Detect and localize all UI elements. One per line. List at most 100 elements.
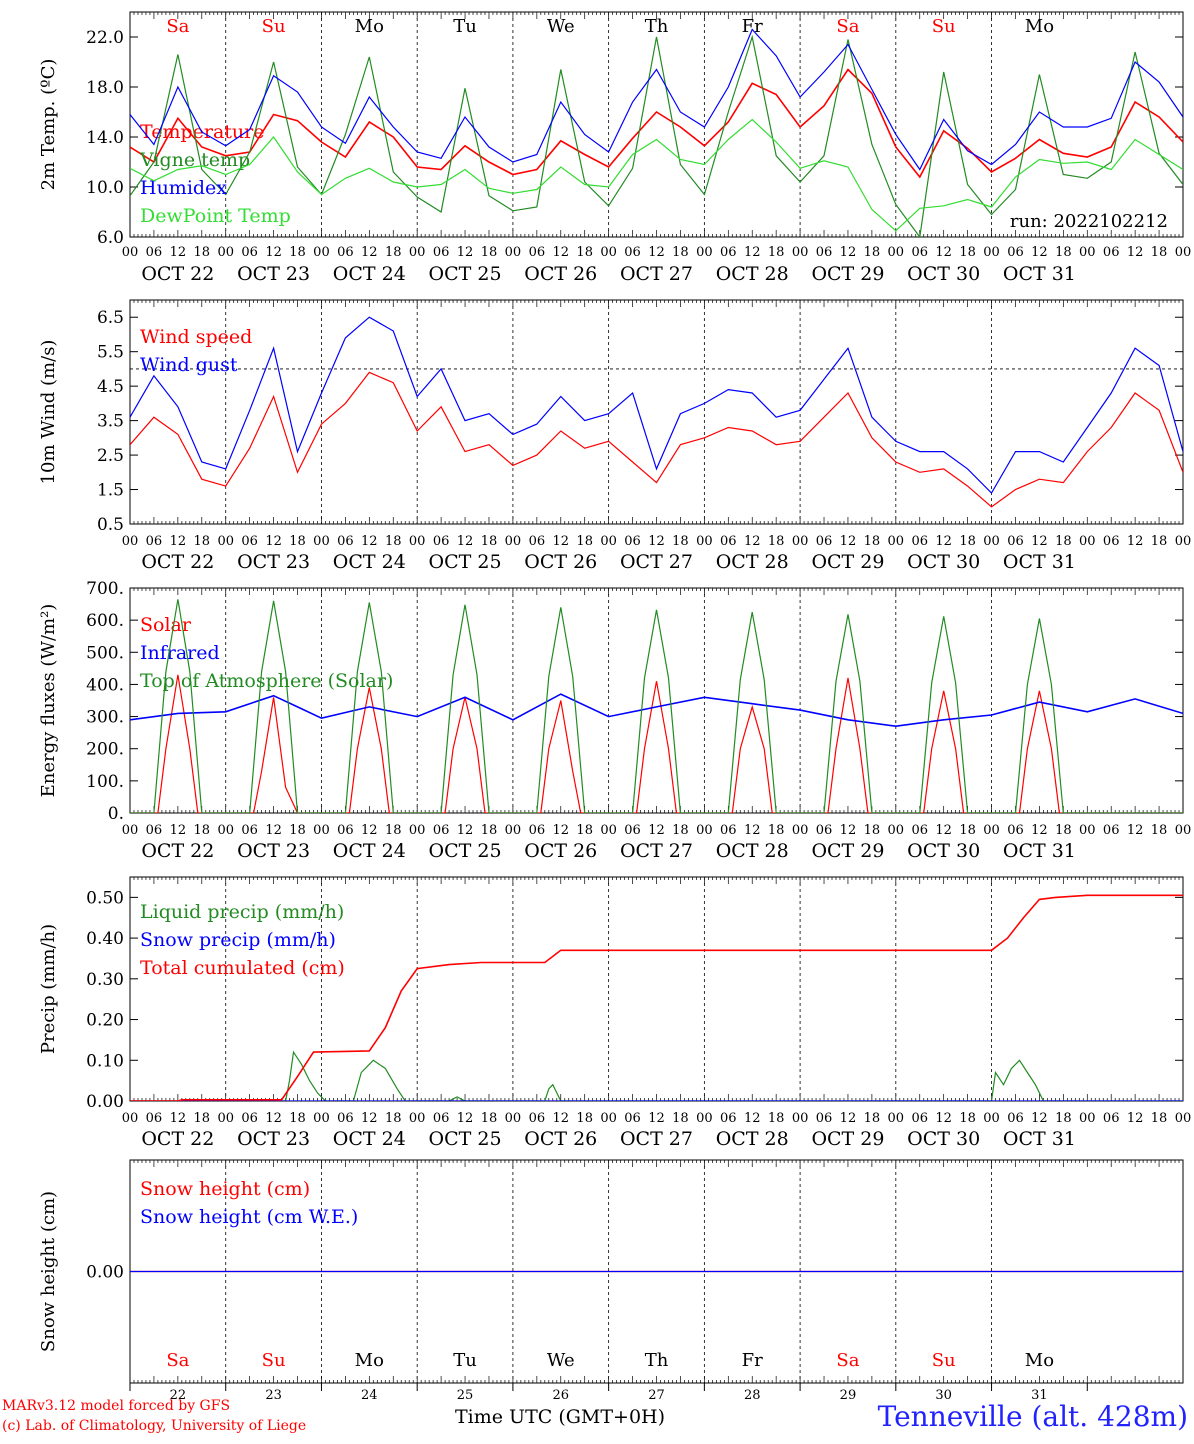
hour-tick-label: 06 bbox=[433, 1111, 450, 1126]
date-label: OCT 24 bbox=[333, 263, 406, 285]
date-label: OCT 25 bbox=[429, 551, 502, 573]
weekday-label: We bbox=[547, 16, 575, 37]
legend-entry: DewPoint Temp bbox=[140, 205, 291, 227]
hour-tick-label: 18 bbox=[864, 1111, 881, 1126]
date-label: OCT 30 bbox=[907, 551, 980, 573]
legend-entry: Snow height (cm W.E.) bbox=[140, 1206, 358, 1228]
hour-tick-label: 00 bbox=[1175, 823, 1192, 838]
hour-tick-label: 12 bbox=[265, 245, 282, 260]
model-credit: MARv3.12 model forced by GFS bbox=[2, 1398, 231, 1414]
hour-tick-label: 12 bbox=[1127, 534, 1144, 549]
y-tick-label: 500. bbox=[86, 643, 124, 663]
hour-tick-label: 00 bbox=[792, 1111, 809, 1126]
hour-tick-label: 18 bbox=[864, 823, 881, 838]
y-tick-label: 2.5 bbox=[97, 446, 124, 466]
hour-tick-label: 18 bbox=[1151, 245, 1168, 260]
hour-tick-label: 00 bbox=[983, 1111, 1000, 1126]
y-tick-label: 10.0 bbox=[86, 178, 124, 198]
hour-tick-label: 00 bbox=[792, 245, 809, 260]
y-tick-label: 22.0 bbox=[86, 28, 124, 48]
hour-tick-label: 00 bbox=[888, 823, 905, 838]
date-label: OCT 30 bbox=[907, 1128, 980, 1150]
hour-tick-label: 12 bbox=[648, 823, 665, 838]
y-tick-label: 0.00 bbox=[86, 1263, 124, 1283]
hour-tick-label: 00 bbox=[888, 534, 905, 549]
hour-tick-label: 12 bbox=[1031, 823, 1048, 838]
hour-tick-label: 00 bbox=[792, 534, 809, 549]
y-tick-label: 0.00 bbox=[86, 1092, 124, 1112]
hour-tick-label: 06 bbox=[146, 534, 163, 549]
y-tick-label: 400. bbox=[86, 675, 124, 695]
weekday-label: Mo bbox=[355, 16, 384, 37]
hour-tick-label: 00 bbox=[983, 534, 1000, 549]
hour-tick-label: 18 bbox=[289, 823, 306, 838]
date-label: OCT 29 bbox=[811, 840, 884, 862]
hour-tick-label: 12 bbox=[552, 1111, 569, 1126]
legend-entry: Wind gust bbox=[140, 354, 238, 376]
hour-tick-label: 18 bbox=[768, 534, 785, 549]
date-label: OCT 26 bbox=[524, 1128, 597, 1150]
date-label: OCT 25 bbox=[429, 1128, 502, 1150]
hour-tick-label: 18 bbox=[672, 534, 689, 549]
date-label: OCT 22 bbox=[141, 840, 214, 862]
series-line bbox=[130, 693, 1183, 728]
hour-tick-label: 00 bbox=[600, 534, 617, 549]
legend-entry: Snow precip (mm/h) bbox=[140, 929, 336, 951]
date-label: OCT 29 bbox=[811, 1128, 884, 1150]
date-label: OCT 28 bbox=[716, 263, 789, 285]
station-name: Tenneville (alt. 428m) bbox=[877, 1400, 1188, 1433]
hour-tick-label: 18 bbox=[194, 534, 211, 549]
day-number-label: 29 bbox=[840, 1388, 857, 1403]
date-label: OCT 22 bbox=[141, 1128, 214, 1150]
hour-tick-label: 12 bbox=[361, 823, 378, 838]
hour-tick-label: 06 bbox=[911, 1111, 928, 1126]
hour-tick-label: 00 bbox=[1079, 823, 1096, 838]
hour-tick-label: 18 bbox=[385, 534, 402, 549]
hour-tick-label: 12 bbox=[1127, 823, 1144, 838]
hour-tick-label: 00 bbox=[122, 1111, 139, 1126]
y-tick-label: 14.0 bbox=[86, 128, 124, 148]
day-number-label: 31 bbox=[1031, 1388, 1048, 1403]
date-label: OCT 24 bbox=[333, 1128, 406, 1150]
hour-tick-label: 06 bbox=[146, 245, 163, 260]
date-label: OCT 31 bbox=[1003, 551, 1076, 573]
day-number-label: 25 bbox=[457, 1388, 474, 1403]
hour-tick-label: 00 bbox=[217, 823, 234, 838]
weekday-label: Fr bbox=[742, 16, 763, 37]
day-number-label: 26 bbox=[552, 1388, 569, 1403]
y-tick-label: 1.5 bbox=[97, 481, 124, 501]
hour-tick-label: 06 bbox=[337, 1111, 354, 1126]
hour-tick-label: 12 bbox=[170, 823, 187, 838]
hour-tick-label: 06 bbox=[146, 1111, 163, 1126]
hour-tick-label: 18 bbox=[194, 1111, 211, 1126]
date-label: OCT 27 bbox=[620, 1128, 693, 1150]
hour-tick-label: 12 bbox=[840, 534, 857, 549]
y-tick-label: 0.40 bbox=[86, 929, 124, 949]
hour-tick-label: 12 bbox=[361, 245, 378, 260]
weekday-label: Sa bbox=[836, 1350, 859, 1371]
weekday-label: Mo bbox=[1025, 16, 1054, 37]
series-line bbox=[130, 28, 1183, 171]
series-line bbox=[130, 68, 1183, 179]
hour-tick-label: 18 bbox=[672, 823, 689, 838]
hour-tick-label: 06 bbox=[337, 823, 354, 838]
hour-tick-label: 06 bbox=[911, 823, 928, 838]
hour-tick-label: 12 bbox=[648, 534, 665, 549]
hour-tick-label: 06 bbox=[720, 245, 737, 260]
hour-tick-label: 06 bbox=[337, 534, 354, 549]
hour-tick-label: 00 bbox=[505, 823, 522, 838]
hour-tick-label: 18 bbox=[1151, 1111, 1168, 1126]
date-label: OCT 29 bbox=[811, 263, 884, 285]
hour-tick-label: 18 bbox=[289, 534, 306, 549]
date-label: OCT 23 bbox=[237, 1128, 310, 1150]
hour-tick-label: 18 bbox=[768, 1111, 785, 1126]
hour-tick-label: 06 bbox=[1103, 534, 1120, 549]
hour-tick-label: 18 bbox=[672, 245, 689, 260]
hour-tick-label: 18 bbox=[481, 823, 498, 838]
hour-tick-label: 12 bbox=[1031, 1111, 1048, 1126]
y-axis-label: 10m Wind (m/s) bbox=[38, 340, 59, 485]
legend-entry: Liquid precip (mm/h) bbox=[140, 901, 344, 923]
chart-panel-5: 0.00 Snow height (cm) Snow height (cm) Snow… bbox=[38, 1159, 1184, 1403]
hour-tick-label: 12 bbox=[265, 1111, 282, 1126]
hour-tick-label: 12 bbox=[744, 1111, 761, 1126]
